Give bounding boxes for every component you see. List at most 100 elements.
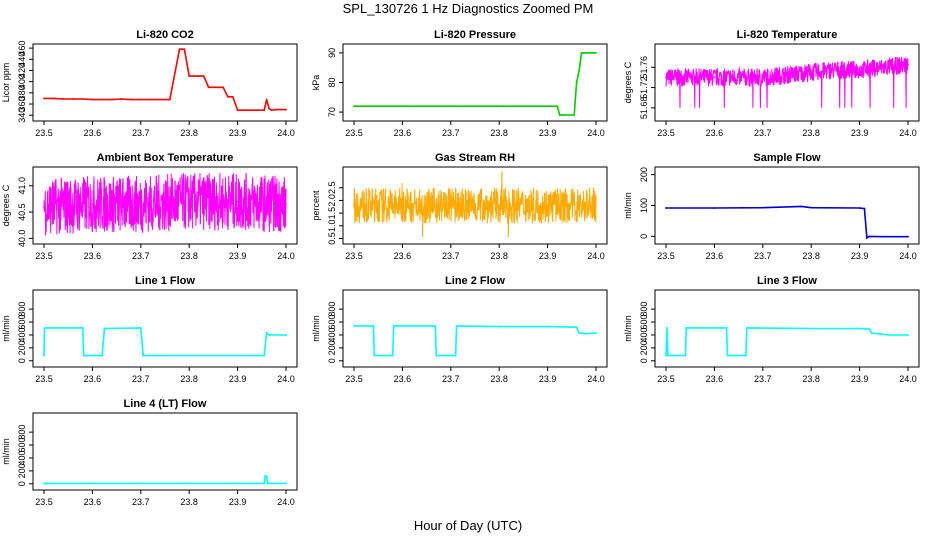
chart-title: Line 1 Flow <box>135 275 195 287</box>
x-tick-label: 23.6 <box>84 128 102 138</box>
x-tick-label: 23.5 <box>345 374 363 384</box>
data-point <box>498 204 501 207</box>
x-tick-label: 24.0 <box>277 128 295 138</box>
data-point <box>43 205 45 208</box>
data-point <box>786 73 788 76</box>
y-tick-label: 400 <box>17 74 27 89</box>
data-point <box>62 98 65 100</box>
y-tick-label: 0 <box>639 234 649 239</box>
x-tick-label: 23.7 <box>442 251 460 261</box>
y-axis-label: ml/min <box>311 315 321 342</box>
y-tick-label: 600 <box>639 315 649 330</box>
y-axis-label: ml/min <box>1 438 11 465</box>
data-point <box>434 325 437 327</box>
data-point <box>455 325 458 327</box>
plot-frame <box>32 412 298 491</box>
y-axis-label: Licor ppm <box>1 63 11 103</box>
x-tick-label: 23.5 <box>657 128 675 138</box>
data-point <box>353 204 355 207</box>
data-point <box>188 200 191 203</box>
figure-title: SPL_130726 1 Hz Diagnostics Zoomed PM <box>342 1 594 16</box>
data-point <box>556 105 559 108</box>
data-point <box>667 354 669 357</box>
data-point <box>263 354 266 357</box>
series-line <box>353 171 597 238</box>
data-point <box>236 354 239 357</box>
x-tick-label: 23.9 <box>229 497 247 507</box>
data-point <box>81 98 84 100</box>
y-tick-label: 400 <box>17 327 27 342</box>
data-point <box>139 482 142 485</box>
y-tick-label: 80 <box>327 77 337 87</box>
data-point <box>103 327 106 330</box>
x-tick-label: 23.7 <box>132 374 150 384</box>
y-tick-label: 800 <box>17 425 27 440</box>
y-tick-label: 600 <box>327 315 337 330</box>
data-point <box>665 207 667 209</box>
x-tick-label: 24.0 <box>587 374 605 384</box>
data-point <box>665 76 667 79</box>
x-tick-label: 23.9 <box>539 374 557 384</box>
data-point <box>44 326 47 329</box>
chart-title: Li-820 Temperature <box>737 29 838 41</box>
data-point <box>449 105 452 108</box>
y-tick-label: 0 <box>17 481 27 486</box>
y-axis-label: percent <box>311 190 321 221</box>
data-point <box>207 86 210 89</box>
x-tick-label: 23.7 <box>132 128 150 138</box>
y-tick-label: 200 <box>17 463 27 478</box>
data-point <box>713 76 716 79</box>
data-point <box>573 114 576 116</box>
x-tick-label: 23.9 <box>539 251 557 261</box>
x-tick-label: 24.0 <box>899 128 917 138</box>
x-tick-label: 23.6 <box>706 128 724 138</box>
series-line <box>354 325 597 357</box>
data-point <box>43 97 45 100</box>
x-tick-label: 24.0 <box>277 251 295 261</box>
data-point <box>159 98 162 101</box>
data-point <box>188 354 191 357</box>
data-point <box>454 354 457 357</box>
data-point <box>91 482 94 485</box>
data-point <box>689 76 692 79</box>
data-point <box>231 95 234 98</box>
data-point <box>285 482 287 485</box>
y-axis-label: degrees C <box>623 61 633 103</box>
x-tick-label: 23.6 <box>394 374 412 384</box>
data-point <box>392 325 395 327</box>
data-point <box>870 332 873 334</box>
data-point <box>578 332 580 334</box>
x-tick-label: 23.8 <box>180 497 198 507</box>
data-point <box>575 81 578 84</box>
y-tick-label: 0 <box>17 358 27 363</box>
y-tick-label: 70 <box>327 107 337 117</box>
data-point <box>130 98 133 101</box>
data-point <box>585 332 588 335</box>
y-tick-label: 200 <box>17 340 27 355</box>
data-point <box>865 237 868 239</box>
data-point <box>391 354 394 357</box>
data-point <box>401 105 404 108</box>
x-tick-label: 24.0 <box>587 128 605 138</box>
y-tick-label: 360 <box>17 97 27 112</box>
data-point <box>285 203 287 206</box>
y-tick-label: 200 <box>327 340 337 355</box>
series-line <box>665 327 908 357</box>
data-point <box>43 354 45 357</box>
data-point <box>563 114 566 116</box>
data-point <box>595 52 597 54</box>
x-tick-label: 23.8 <box>802 128 820 138</box>
data-point <box>236 200 239 203</box>
data-point <box>197 75 200 77</box>
data-point <box>546 204 549 207</box>
data-point <box>725 326 728 329</box>
data-point <box>142 354 145 357</box>
data-point <box>222 86 224 89</box>
x-tick-label: 23.5 <box>35 251 53 261</box>
y-axis-label: ml/min <box>623 315 633 342</box>
y-axis-label: ml/min <box>623 192 633 219</box>
data-point <box>256 109 258 112</box>
x-tick-label: 23.5 <box>345 251 363 261</box>
data-point <box>101 354 103 357</box>
